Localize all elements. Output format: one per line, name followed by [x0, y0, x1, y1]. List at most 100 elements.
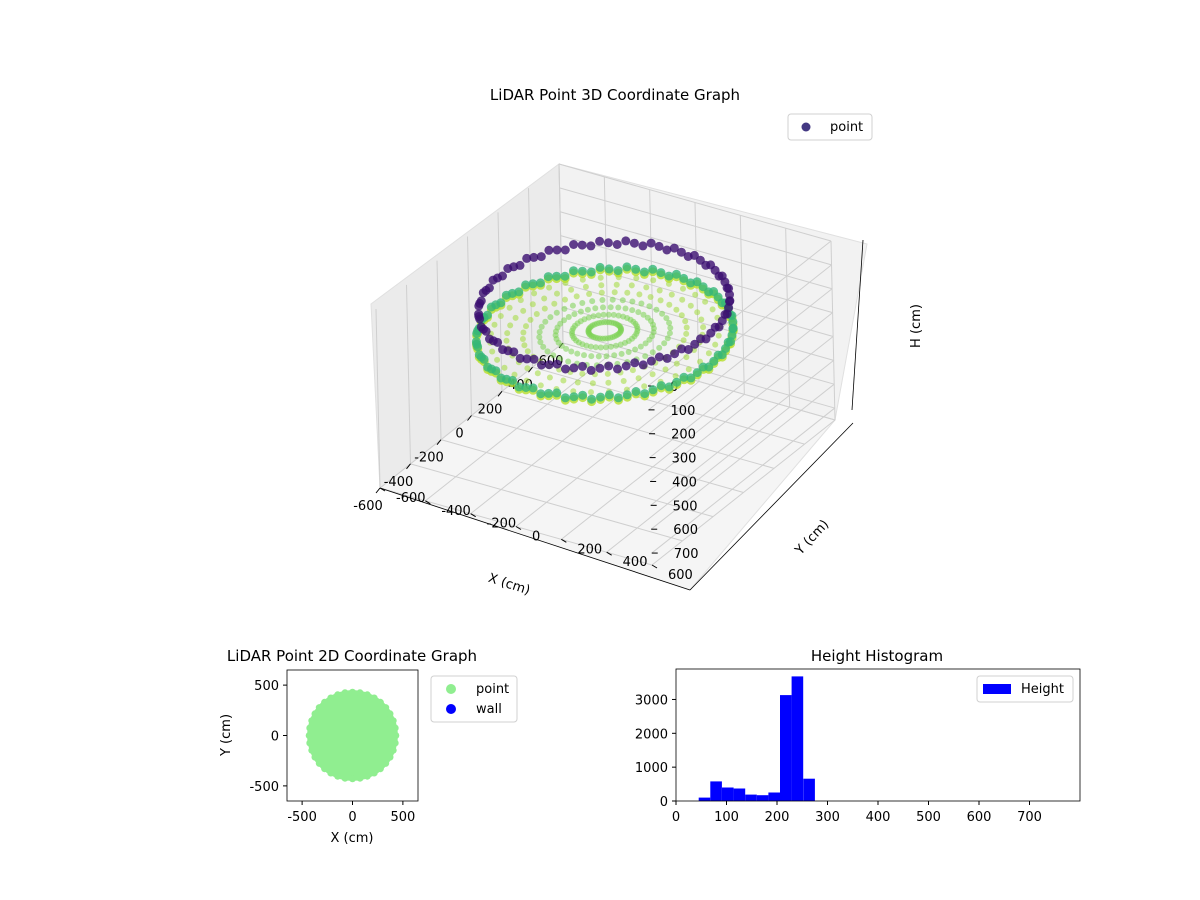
point-3d	[656, 344, 663, 351]
grid-x-wall-5	[528, 188, 533, 368]
point-3d	[553, 309, 560, 316]
point-3d	[611, 289, 618, 296]
y-tick-label-3d: -600	[396, 491, 426, 506]
legend-histogram-swatch	[983, 684, 1011, 694]
point-3d	[552, 271, 562, 281]
grid-y-floor-4	[561, 393, 745, 540]
series-point-3d	[471, 236, 738, 407]
point-3d	[608, 319, 615, 326]
point-3d	[631, 264, 641, 274]
point-3d	[536, 252, 546, 262]
point-3d	[498, 271, 507, 281]
point-3d	[542, 318, 549, 325]
point-3d	[569, 302, 576, 309]
z-tick-label-3d: 300	[672, 452, 697, 467]
point-3d	[683, 330, 690, 337]
point-3d	[673, 306, 680, 313]
point-3d	[521, 342, 528, 349]
point-3d	[604, 370, 611, 377]
histogram-bar	[745, 794, 757, 801]
point-3d	[515, 260, 525, 270]
point-3d	[582, 283, 589, 290]
y-tick-mark-3d	[606, 551, 612, 556]
grid-y-floor-5	[606, 406, 790, 553]
y-tick-mark-3d	[561, 538, 567, 543]
point-3d	[561, 317, 567, 324]
x-tick-label-2d: 0	[348, 810, 356, 825]
y-tick-mark-3d	[651, 564, 658, 569]
point-3d	[700, 324, 707, 331]
point-3d	[604, 264, 614, 274]
point-3d	[657, 297, 664, 304]
grid-x-wall-3	[467, 236, 472, 416]
point-3d	[683, 324, 690, 331]
point-2d-cloud	[307, 690, 398, 781]
point-3d	[679, 372, 689, 382]
point-3d	[531, 290, 538, 297]
point-3d	[521, 280, 531, 290]
point-2d	[321, 765, 329, 773]
point-3d	[608, 343, 614, 350]
point-3d	[577, 266, 587, 276]
point-3d	[613, 281, 620, 288]
point-3d	[673, 360, 680, 367]
chart-histogram: Height Histogram 0 100 200 300 400 500 600 7000…	[635, 647, 1081, 825]
point-3d	[672, 377, 682, 387]
point-2d	[392, 732, 400, 739]
point-3d	[520, 307, 527, 314]
point-3d	[519, 336, 526, 342]
point-3d	[677, 344, 687, 354]
point-3d	[538, 323, 545, 330]
point-3d	[485, 334, 494, 344]
point-3d	[598, 282, 605, 289]
grid-z-back-2	[648, 288, 833, 435]
point-2d	[376, 765, 384, 773]
point-3d	[596, 392, 605, 402]
point-3d	[600, 304, 606, 311]
y-tick-label-2d: 500	[254, 679, 279, 694]
point-3d	[560, 245, 570, 255]
z-tick-label-3d: 700	[674, 547, 699, 562]
point-3d	[547, 314, 554, 321]
legend-2d-label-point: point	[476, 682, 509, 697]
point-2d	[327, 694, 335, 702]
point-3d	[692, 368, 702, 378]
x-tick-label-hist: 500	[916, 810, 941, 825]
point-3d	[529, 354, 539, 364]
point-3d	[512, 314, 519, 321]
legend-3d-box	[787, 113, 873, 141]
point-3d	[635, 375, 642, 382]
x-tick-label-hist: 300	[815, 810, 840, 825]
legend-3d: point	[787, 113, 873, 141]
z-axis-line	[851, 239, 864, 411]
point-3d	[640, 389, 650, 399]
point-3d	[604, 361, 614, 371]
point-3d	[540, 343, 547, 350]
point-3d	[642, 353, 649, 360]
point-3d	[589, 380, 596, 387]
point-3d	[595, 262, 605, 272]
point-3d	[638, 300, 645, 307]
point-3d	[561, 305, 568, 312]
point-3d	[561, 364, 570, 374]
point-3d	[483, 310, 492, 320]
point-3d	[646, 238, 656, 248]
x-tick-label-hist: 600	[967, 810, 992, 825]
point-3d	[574, 379, 581, 386]
point-2d	[311, 710, 319, 718]
point-3d	[474, 350, 484, 360]
point-3d	[650, 277, 657, 284]
point-3d	[496, 373, 506, 383]
point-3d	[613, 342, 619, 349]
point-2d	[327, 769, 335, 777]
point-3d	[523, 323, 529, 330]
legend-2d-marker-point	[446, 684, 456, 694]
point-3d	[670, 349, 680, 359]
y-tick-label-3d: 400	[623, 555, 648, 570]
point-3d	[584, 306, 591, 313]
point-3d	[637, 343, 644, 350]
x-tick-label-2d: -500	[287, 810, 317, 825]
chart-2d-title: LiDAR Point 2D Coordinate Graph	[227, 647, 477, 665]
point-2d	[349, 688, 356, 696]
point-3d	[679, 296, 686, 303]
